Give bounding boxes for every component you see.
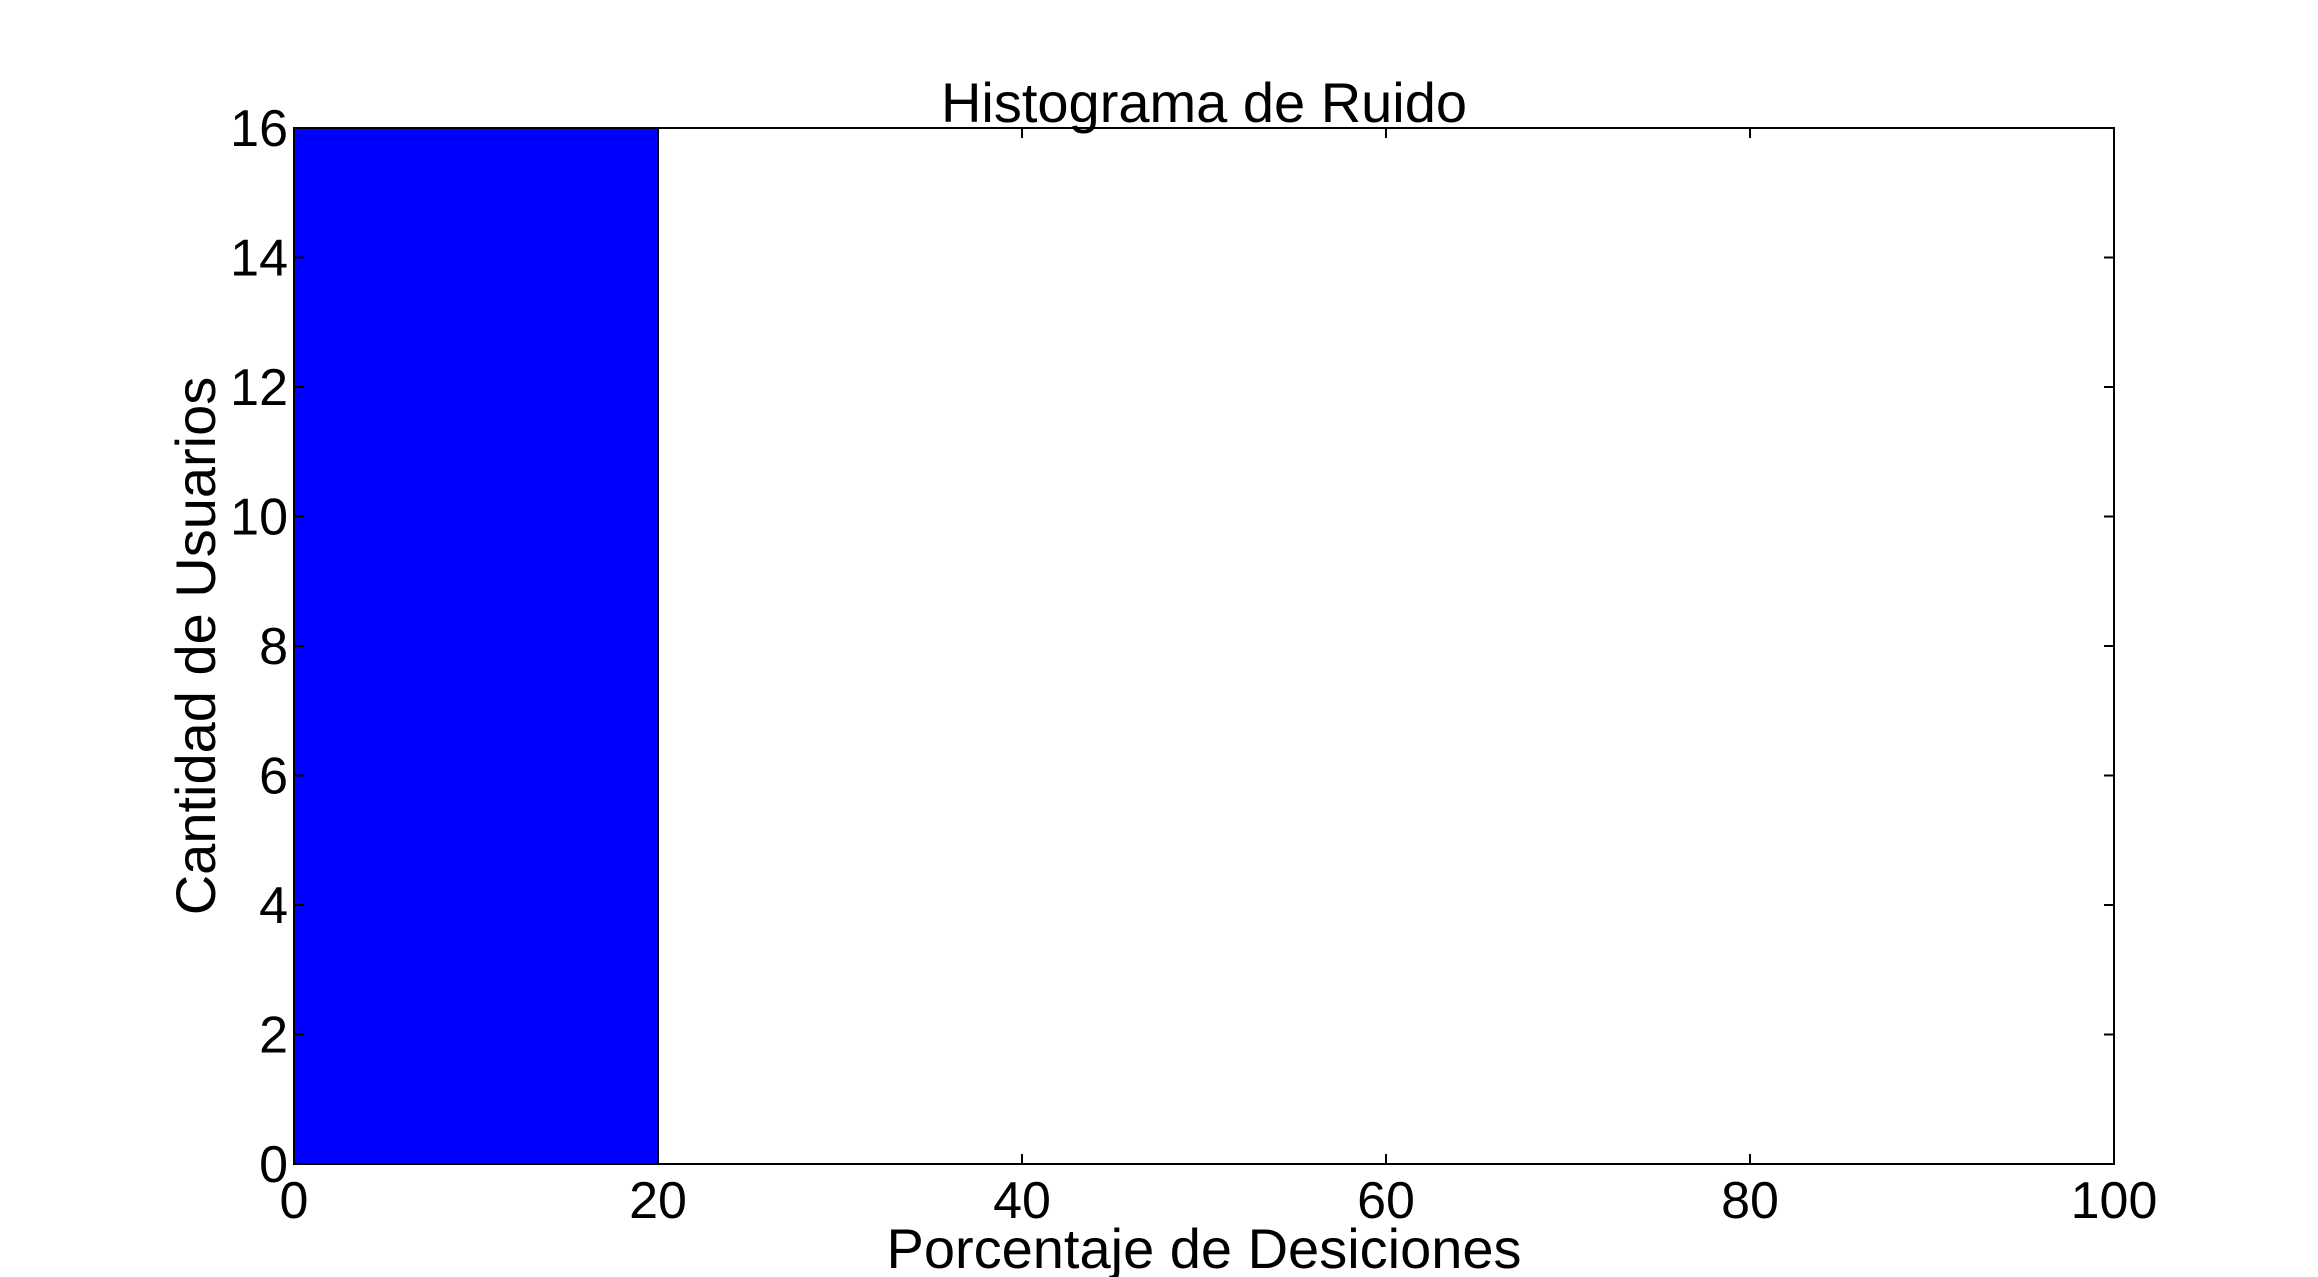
y-tick-label-4: 8 [259,618,288,676]
x-tick-label-1: 20 [629,1172,687,1230]
y-axis-title: Cantidad de Usuarios [164,377,227,916]
x-tick-label-3: 60 [1357,1172,1415,1230]
x-tick-label-2: 40 [993,1172,1051,1230]
chart-title: Histograma de Ruido [941,71,1467,134]
x-tick-label-0: 0 [280,1172,309,1230]
y-tick-label-2: 4 [259,877,288,935]
y-tick-label-3: 6 [259,748,288,806]
y-tick-label-5: 10 [230,489,288,547]
histogram-bar-0 [293,127,659,1165]
x-tick-label-4: 80 [1721,1172,1779,1230]
plot-frame [293,127,2115,1165]
y-tick-label-0: 0 [259,1136,288,1194]
y-tick-label-8: 16 [230,100,288,158]
bars-layer [293,127,659,1165]
y-tick-label-7: 14 [230,230,288,288]
y-tick-label-1: 2 [259,1007,288,1065]
y-tick-label-6: 12 [230,359,288,417]
ticks-layer: 0 20 40 60 80 100 0 2 4 6 8 10 12 14 16 [230,100,2157,1230]
x-axis-title: Porcentaje de Desiciones [886,1217,1521,1277]
x-tick-label-5: 100 [2071,1172,2158,1230]
